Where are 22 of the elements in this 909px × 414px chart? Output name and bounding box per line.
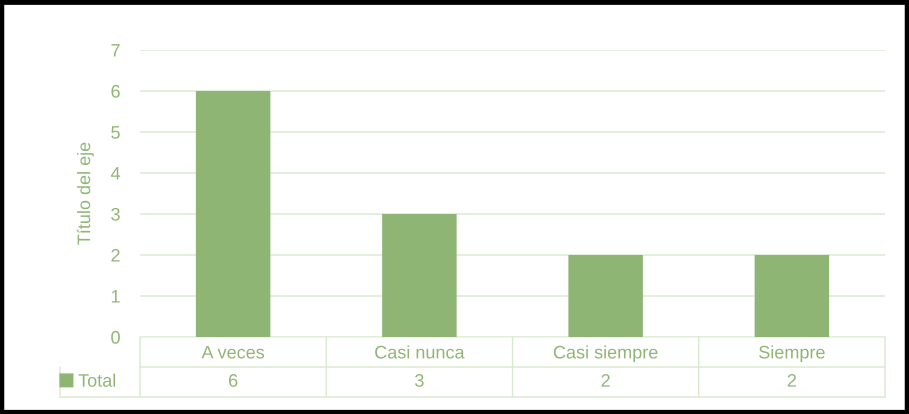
y-tick-label: 6: [111, 84, 120, 98]
y-axis-title: Título del eje: [76, 142, 94, 245]
y-tick-label: 7: [111, 44, 120, 57]
data-label: 2: [602, 374, 610, 387]
data-label: 6: [229, 374, 238, 387]
y-tick-label: 2: [111, 248, 120, 262]
data-label: 2: [788, 374, 796, 387]
bar: [196, 91, 270, 337]
legend-label: Total: [78, 374, 116, 387]
x-tick-label: Casi nunca: [375, 345, 465, 359]
y-tick-label: 5: [111, 126, 120, 139]
x-tick-label: Casi siempre: [554, 345, 658, 362]
y-tick-label: 1: [112, 290, 120, 303]
data-label: 3: [415, 374, 424, 387]
y-tick-label: 0: [111, 330, 120, 344]
y-tick-label: 4: [110, 167, 120, 180]
bar: [382, 214, 457, 337]
bar: [754, 255, 830, 337]
bar: [568, 255, 643, 337]
y-tick-label: 3: [111, 208, 120, 221]
x-tick-label: A veces: [202, 346, 264, 359]
x-tick-label: Siempre: [759, 345, 825, 362]
